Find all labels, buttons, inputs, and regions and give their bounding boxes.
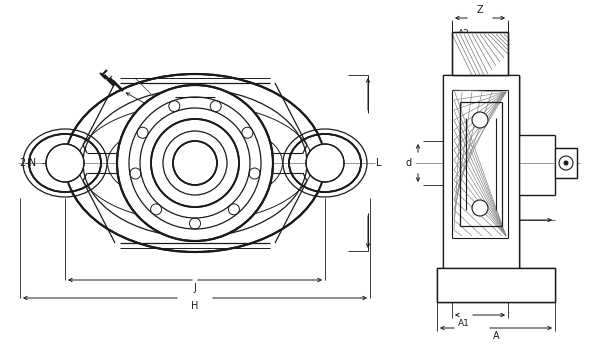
- Circle shape: [46, 144, 84, 182]
- Text: L: L: [376, 158, 381, 168]
- Bar: [437, 268, 555, 302]
- Circle shape: [559, 156, 573, 170]
- Bar: [555, 148, 577, 178]
- Ellipse shape: [65, 74, 325, 252]
- Circle shape: [564, 161, 568, 165]
- Ellipse shape: [29, 134, 101, 192]
- Text: S: S: [463, 127, 469, 136]
- Text: d: d: [406, 158, 412, 168]
- Circle shape: [117, 85, 273, 241]
- Circle shape: [306, 144, 344, 182]
- Text: A: A: [493, 331, 499, 341]
- Text: J: J: [194, 283, 197, 293]
- Circle shape: [173, 141, 217, 185]
- Text: B1: B1: [493, 207, 505, 216]
- Text: 2-N: 2-N: [20, 158, 36, 168]
- Circle shape: [472, 112, 488, 128]
- Bar: [452, 32, 508, 75]
- Text: A2: A2: [458, 29, 470, 38]
- Text: A1: A1: [458, 319, 470, 328]
- Ellipse shape: [289, 134, 361, 192]
- Circle shape: [472, 200, 488, 216]
- Text: Z: Z: [477, 5, 483, 15]
- Circle shape: [151, 119, 239, 207]
- Text: 45°: 45°: [165, 120, 181, 129]
- Bar: [443, 75, 519, 268]
- Text: H: H: [191, 301, 198, 311]
